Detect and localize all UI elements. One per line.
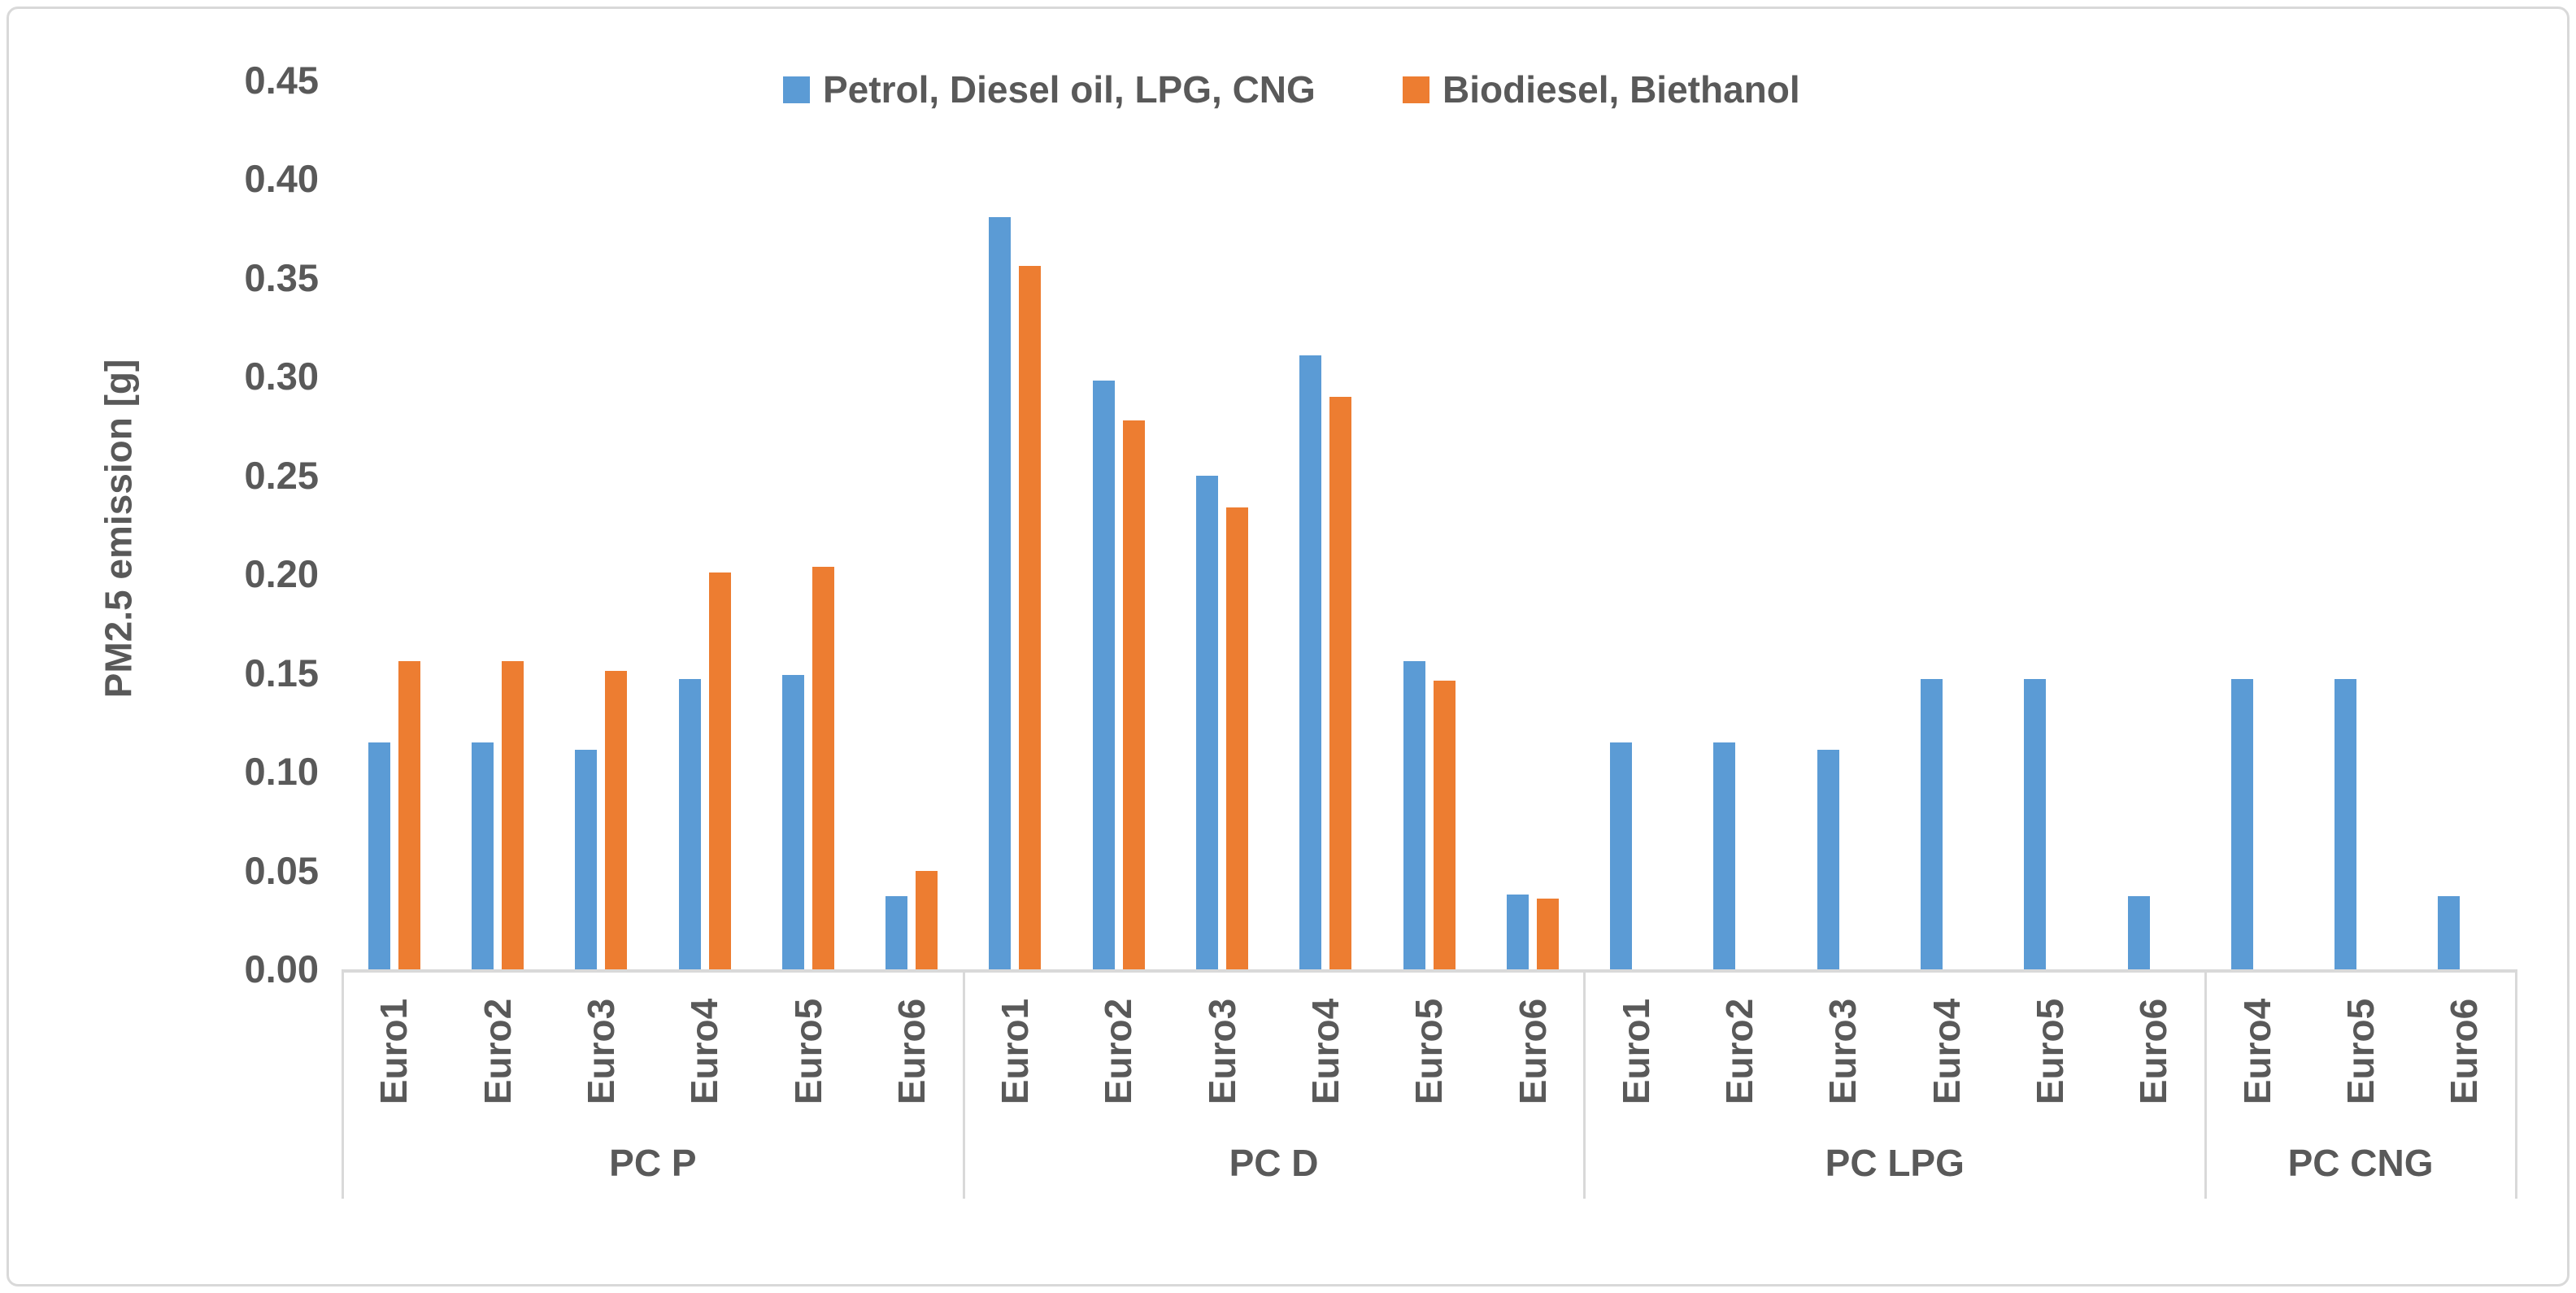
bar-fossil-pcp-euro2 bbox=[471, 742, 494, 969]
bar-bio-pcp-euro4 bbox=[708, 572, 731, 969]
chart-frame bbox=[7, 7, 2569, 1286]
y-tick-label: 0.00 bbox=[244, 947, 319, 990]
legend-swatch-bio-icon bbox=[1403, 76, 1429, 103]
x-category-label: Euro6 bbox=[1511, 998, 1554, 1104]
bar-fossil-pclpg-euro4 bbox=[1920, 678, 1943, 969]
bar-bio-pcd-euro3 bbox=[1225, 507, 1248, 969]
x-category-label: Euro3 bbox=[1821, 998, 1865, 1104]
y-tick-label: 0.30 bbox=[244, 355, 319, 398]
bar-fossil-pccng-euro5 bbox=[2334, 678, 2357, 969]
y-tick-label: 0.40 bbox=[244, 157, 319, 201]
bar-bio-pcp-euro2 bbox=[501, 661, 524, 969]
x-category-label: Euro4 bbox=[683, 998, 726, 1104]
bar-fossil-pcp-euro3 bbox=[575, 750, 598, 969]
group-separator-line bbox=[342, 969, 344, 1199]
x-category-label: Euro1 bbox=[994, 998, 1037, 1104]
x-category-label: Euro6 bbox=[2132, 998, 2175, 1104]
x-category-label: Euro1 bbox=[1615, 998, 1658, 1104]
y-axis-title-text: PM2.5 emission [g] bbox=[97, 359, 139, 699]
bar-bio-pcd-euro6 bbox=[1536, 898, 1559, 969]
legend-item-fossil: Petrol, Diesel oil, LPG, CNG bbox=[783, 65, 1316, 114]
group-separator-line bbox=[2204, 969, 2208, 1199]
y-tick-label: 0.05 bbox=[244, 848, 319, 892]
x-category-label: Euro4 bbox=[2235, 998, 2278, 1104]
x-category-label: Euro2 bbox=[476, 998, 519, 1104]
legend-label-fossil: Petrol, Diesel oil, LPG, CNG bbox=[823, 68, 1316, 111]
x-group-label: PC D bbox=[1229, 1142, 1319, 1184]
y-tick-label: 0.35 bbox=[244, 255, 319, 299]
bar-fossil-pcd-euro6 bbox=[1506, 894, 1529, 969]
bar-bio-pcp-euro5 bbox=[812, 566, 834, 969]
legend-swatch-fossil-icon bbox=[783, 76, 810, 103]
x-category-label: Euro5 bbox=[1408, 998, 1451, 1104]
x-category-label: Euro3 bbox=[580, 998, 623, 1104]
group-separator-line bbox=[962, 969, 965, 1199]
y-tick-label: 0.15 bbox=[244, 651, 319, 694]
x-category-label-cell: Euro6 bbox=[2403, 980, 2525, 1122]
x-category-label: Euro1 bbox=[372, 998, 416, 1104]
bar-fossil-pccng-euro6 bbox=[2438, 896, 2461, 969]
x-group-label: PC LPG bbox=[1825, 1142, 1965, 1184]
bar-bio-pcp-euro3 bbox=[605, 671, 628, 969]
x-category-label: Euro4 bbox=[1304, 998, 1347, 1104]
group-separator-line bbox=[2515, 969, 2517, 1199]
legend-item-bio: Biodiesel, Biethanol bbox=[1403, 65, 1800, 114]
bar-fossil-pclpg-euro3 bbox=[1817, 750, 1839, 969]
bar-bio-pcd-euro2 bbox=[1122, 420, 1145, 969]
x-axis-line bbox=[342, 969, 2516, 973]
x-category-label: Euro6 bbox=[890, 998, 933, 1104]
y-tick-label: 0.20 bbox=[244, 552, 319, 596]
bar-fossil-pcp-euro4 bbox=[678, 678, 701, 969]
x-category-label: Euro2 bbox=[1097, 998, 1140, 1104]
x-category-label: Euro2 bbox=[1718, 998, 1761, 1104]
bar-fossil-pclpg-euro6 bbox=[2127, 896, 2150, 969]
bar-fossil-pclpg-euro2 bbox=[1713, 742, 1736, 969]
x-group-label: PC P bbox=[609, 1142, 697, 1184]
y-tick-label: 0.25 bbox=[244, 453, 319, 497]
bar-fossil-pclpg-euro5 bbox=[2024, 678, 2047, 969]
y-tick-label: 0.10 bbox=[244, 750, 319, 794]
bar-bio-pcd-euro5 bbox=[1433, 681, 1456, 969]
bar-fossil-pcp-euro1 bbox=[368, 742, 390, 969]
x-group-label: PC CNG bbox=[2287, 1142, 2434, 1184]
bar-fossil-pcd-euro2 bbox=[1092, 381, 1115, 969]
bar-bio-pcp-euro1 bbox=[398, 661, 420, 969]
bar-fossil-pcd-euro3 bbox=[1195, 475, 1218, 969]
bar-fossil-pcd-euro1 bbox=[989, 216, 1012, 969]
bar-bio-pcd-euro4 bbox=[1329, 396, 1352, 969]
x-category-label: Euro4 bbox=[1925, 998, 1968, 1104]
y-tick-label: 0.45 bbox=[244, 59, 319, 102]
x-category-label: Euro6 bbox=[2443, 998, 2486, 1104]
bar-fossil-pclpg-euro1 bbox=[1610, 742, 1633, 969]
bar-fossil-pccng-euro4 bbox=[2230, 678, 2253, 969]
bar-fossil-pcp-euro6 bbox=[886, 896, 908, 969]
bar-fossil-pcd-euro5 bbox=[1403, 661, 1425, 969]
x-category-label: Euro5 bbox=[786, 998, 829, 1104]
bar-fossil-pcd-euro4 bbox=[1299, 355, 1322, 969]
bar-bio-pcp-euro6 bbox=[916, 870, 938, 969]
y-axis-title: PM2.5 emission [g] bbox=[24, 325, 211, 732]
x-category-label: Euro5 bbox=[2339, 998, 2382, 1104]
x-category-label: Euro3 bbox=[1200, 998, 1243, 1104]
legend-label-bio: Biodiesel, Biethanol bbox=[1442, 68, 1800, 111]
bar-fossil-pcp-euro5 bbox=[781, 675, 804, 969]
bar-bio-pcd-euro1 bbox=[1019, 266, 1042, 969]
x-category-label: Euro5 bbox=[2029, 998, 2072, 1104]
group-separator-line bbox=[1583, 969, 1586, 1199]
